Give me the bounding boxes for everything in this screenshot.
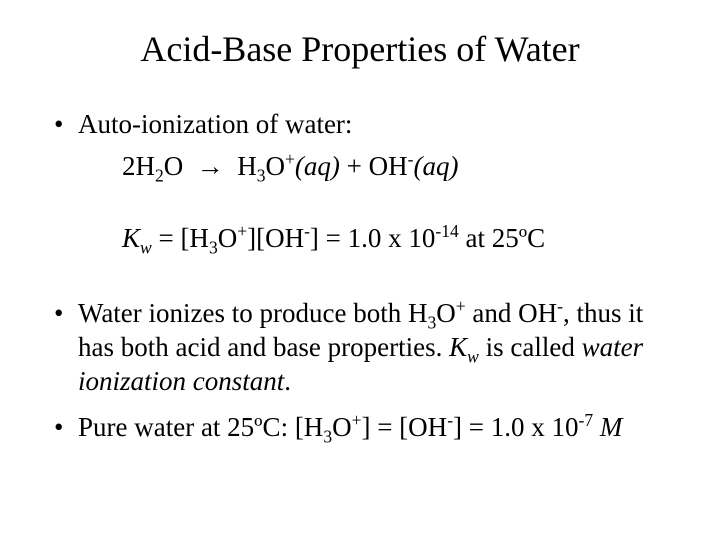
b3-O: O: [332, 412, 352, 442]
b2-sub3: 3: [427, 313, 436, 333]
kw-plus: +: [237, 221, 247, 241]
b3-mid: ] = [OH: [361, 412, 447, 442]
b3-tail: ] = 1.0 x 10: [453, 412, 578, 442]
b2-dot: .: [284, 366, 291, 396]
kw-line: Kw = [H3O+][OH-] = 1.0 x 10-14 at 25ºC: [122, 220, 670, 258]
b2-plus: +: [456, 296, 466, 316]
b3-plus: +: [352, 410, 362, 430]
kw-mid: ][OH: [247, 223, 304, 253]
b3-sub3: 3: [323, 426, 332, 446]
b2-pre: Water ionizes to produce both H: [78, 298, 427, 328]
slide: Acid-Base Properties of Water Auto-ioniz…: [0, 0, 720, 540]
eq-lhs-h: H: [136, 151, 156, 181]
b3-pre: Pure water at 25ºC: [H: [78, 412, 323, 442]
eq-lhs-o: O: [164, 151, 184, 181]
bullet-auto-ionization: Auto-ionization of water: 2H2O → H3O+(aq…: [50, 108, 670, 285]
kw-at: at 25ºC: [459, 223, 545, 253]
kw-K: K: [122, 223, 140, 253]
eq-plus: +: [340, 151, 369, 181]
bullet-water-ionizes: Water ionizes to produce both H3O+ and O…: [50, 297, 670, 398]
bullet1-text: Auto-ionization of water:: [78, 109, 352, 139]
b2-called: is called: [479, 332, 582, 362]
eq-rhs1-phase: (aq): [295, 151, 340, 181]
arrow-icon: →: [197, 151, 224, 181]
spacer-2: [78, 263, 670, 285]
kw-sub3: 3: [209, 237, 218, 257]
kw-w: w: [140, 237, 152, 257]
eq-rhs2-oh: OH: [369, 151, 408, 181]
kw-eq: = [H: [152, 223, 209, 253]
equation-line: 2H2O → H3O+(aq) + OH-(aq): [122, 148, 670, 186]
eq-rhs1-h: H: [237, 151, 257, 181]
b3-exp: -7: [579, 410, 594, 430]
eq-rhs1-sub: 3: [257, 165, 266, 185]
b2-K: K: [449, 332, 467, 362]
eq-lhs-sub: 2: [155, 165, 164, 185]
bullet-list: Auto-ionization of water: 2H2O → H3O+(aq…: [50, 108, 670, 444]
kw-O: O: [218, 223, 238, 253]
kw-exp: -14: [435, 221, 458, 241]
page-title: Acid-Base Properties of Water: [50, 28, 670, 70]
eq-rhs2-phase: (aq): [413, 151, 458, 181]
b3-unit: M: [593, 412, 622, 442]
eq-rhs1-sup: +: [285, 149, 295, 169]
b2-and: and OH: [466, 298, 557, 328]
eq-rhs1-o: O: [266, 151, 286, 181]
b2-w: w: [467, 346, 479, 366]
b2-O: O: [436, 298, 456, 328]
bullet-pure-water: Pure water at 25ºC: [H3O+] = [OH-] = 1.0…: [50, 411, 670, 445]
kw-tail: ] = 1.0 x 10: [310, 223, 435, 253]
eq-lhs-coeff: 2: [122, 151, 136, 181]
spacer: [78, 192, 670, 214]
